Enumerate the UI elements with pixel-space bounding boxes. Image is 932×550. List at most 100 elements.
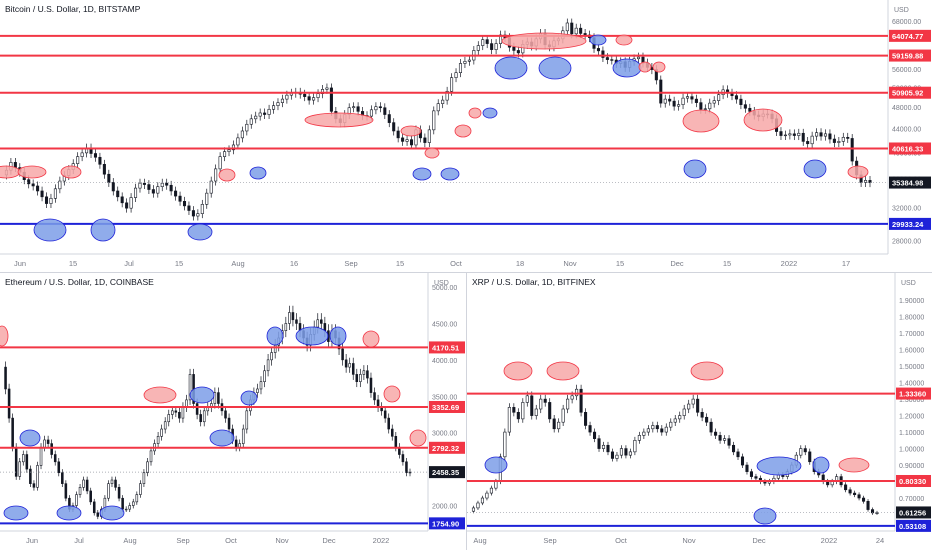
candle-body: [699, 102, 703, 110]
candle-body: [187, 205, 191, 211]
candle-body: [401, 454, 405, 463]
candle-body: [659, 79, 663, 104]
y-tick-label: 32000.00: [892, 205, 921, 212]
red-highlight-ellipse: [60, 165, 82, 179]
candle-body: [258, 112, 262, 117]
blue-highlight-ellipse: [482, 107, 498, 119]
candle-body: [539, 398, 543, 410]
blue-highlight-ellipse: [612, 58, 642, 78]
candle-body: [18, 461, 22, 477]
candle-body: [92, 501, 96, 514]
x-tick-label: Sep: [176, 536, 189, 545]
blue-highlight-ellipse: [3, 505, 29, 521]
candle-body: [830, 481, 834, 486]
candle-body: [307, 96, 311, 101]
xrp-chart-svg[interactable]: 0.600000.700000.800000.900001.000001.100…: [467, 273, 932, 550]
candle-body: [387, 417, 390, 430]
red-highlight-ellipse: [409, 429, 427, 447]
candle-body: [423, 137, 427, 143]
candle-body: [117, 486, 121, 499]
candle-body: [325, 87, 329, 90]
candle-body: [601, 50, 605, 58]
candle-body: [441, 99, 445, 104]
level-tag-label: 40616.33: [892, 144, 923, 153]
candle-body: [405, 139, 409, 142]
candle-body: [841, 136, 845, 142]
candle-body: [503, 431, 507, 458]
candle-body: [792, 133, 796, 136]
candle-body: [107, 173, 111, 183]
red-highlight-ellipse: [638, 61, 652, 73]
eth-chart-svg[interactable]: 2000.002500.003000.003500.004000.004500.…: [0, 273, 466, 550]
currency-label: USD: [434, 280, 449, 287]
candle-body: [705, 416, 709, 423]
candle-body: [231, 144, 235, 151]
candle-body: [788, 133, 792, 136]
candle-body: [570, 22, 574, 35]
red-highlight-ellipse: [424, 147, 440, 159]
btc-chart-pane[interactable]: Bitcoin / U.S. Dollar, 1D, BITSTAMP 2800…: [0, 0, 932, 273]
candle-body: [512, 407, 516, 413]
candle-body: [476, 502, 480, 509]
candle-body: [163, 421, 167, 430]
candle-body: [320, 89, 325, 95]
candle-body: [463, 61, 467, 64]
candle-body: [669, 421, 673, 428]
candle-body: [584, 411, 588, 426]
x-tick-label: 2022: [373, 536, 390, 545]
candle-body: [624, 448, 628, 456]
blue-highlight-ellipse: [494, 56, 528, 80]
candle-body: [195, 403, 199, 415]
candle-body: [579, 27, 583, 34]
candle-body: [178, 411, 181, 419]
blue-highlight-ellipse: [19, 429, 41, 447]
candle-body: [374, 106, 378, 111]
btc-chart-svg[interactable]: 28000.0032000.0036000.0040000.0044000.00…: [0, 0, 932, 272]
level-tag: [889, 29, 931, 42]
candle-body: [507, 407, 511, 433]
candle-body: [668, 98, 672, 102]
candle-body: [521, 402, 525, 420]
xrp-chart-pane[interactable]: XRP / U.S. Dollar, 1D, BITFINEX 0.600000…: [467, 273, 932, 550]
y-tick-label: 1.80000: [899, 315, 924, 322]
candle-body: [561, 408, 565, 423]
candle-body: [156, 436, 160, 444]
red-highlight-ellipse: [501, 32, 587, 50]
candle-body: [409, 139, 414, 146]
candle-body: [263, 370, 266, 382]
candle-body: [481, 39, 485, 46]
candle-body: [151, 189, 155, 194]
blue-highlight-ellipse: [56, 505, 82, 521]
red-highlight-ellipse: [546, 361, 580, 381]
candle-body: [637, 56, 641, 60]
candle-body: [182, 201, 187, 207]
level-tag-label: 0.53108: [899, 522, 926, 531]
x-tick-label: 2022: [821, 536, 838, 545]
candle-body: [819, 132, 823, 137]
candle-body: [525, 395, 529, 403]
candle-body: [862, 497, 866, 502]
red-highlight-ellipse: [652, 61, 666, 73]
blue-highlight-ellipse: [683, 159, 707, 179]
eth-chart-pane[interactable]: Ethereum / U.S. Dollar, 1D, COINBASE 200…: [0, 273, 467, 550]
x-tick-label: Jun: [26, 536, 38, 545]
candle-body: [731, 444, 736, 453]
candle-body: [241, 428, 245, 444]
candle-body: [534, 408, 538, 416]
candle-body: [36, 465, 39, 488]
candle-body: [82, 479, 85, 488]
x-tick-label: Aug: [473, 536, 486, 545]
candle-body: [601, 444, 606, 449]
candle-body: [31, 183, 35, 187]
candle-body: [181, 406, 185, 419]
candle-body: [797, 132, 801, 136]
candle-body: [174, 410, 178, 413]
candle-body: [40, 190, 44, 198]
candle-body: [188, 374, 192, 401]
candle-body: [114, 479, 117, 488]
candle-body: [480, 497, 484, 504]
candle-body: [783, 134, 787, 137]
red-highlight-ellipse: [454, 124, 472, 138]
level-tag-label: 50905.92: [892, 89, 923, 98]
candle-body: [110, 479, 114, 484]
